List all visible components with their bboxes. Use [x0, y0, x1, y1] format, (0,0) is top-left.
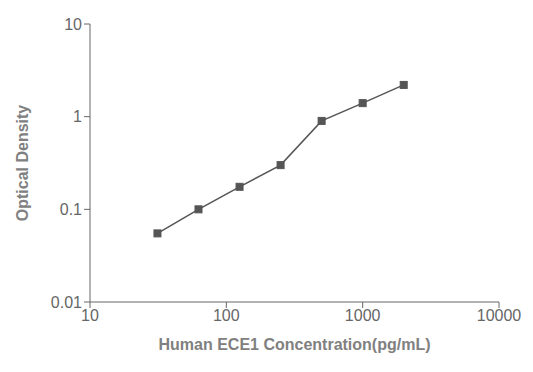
- svg-text:10: 10: [64, 16, 82, 33]
- svg-text:Optical Density: Optical Density: [14, 105, 31, 222]
- svg-text:1000: 1000: [345, 307, 381, 324]
- svg-text:1: 1: [73, 108, 82, 125]
- svg-text:0.01: 0.01: [51, 294, 82, 311]
- svg-text:10000: 10000: [477, 307, 522, 324]
- svg-text:10: 10: [81, 307, 99, 324]
- svg-text:Human ECE1 Concentration(pg/mL: Human ECE1 Concentration(pg/mL): [158, 336, 430, 353]
- svg-text:0.1: 0.1: [60, 201, 82, 218]
- svg-text:100: 100: [213, 307, 240, 324]
